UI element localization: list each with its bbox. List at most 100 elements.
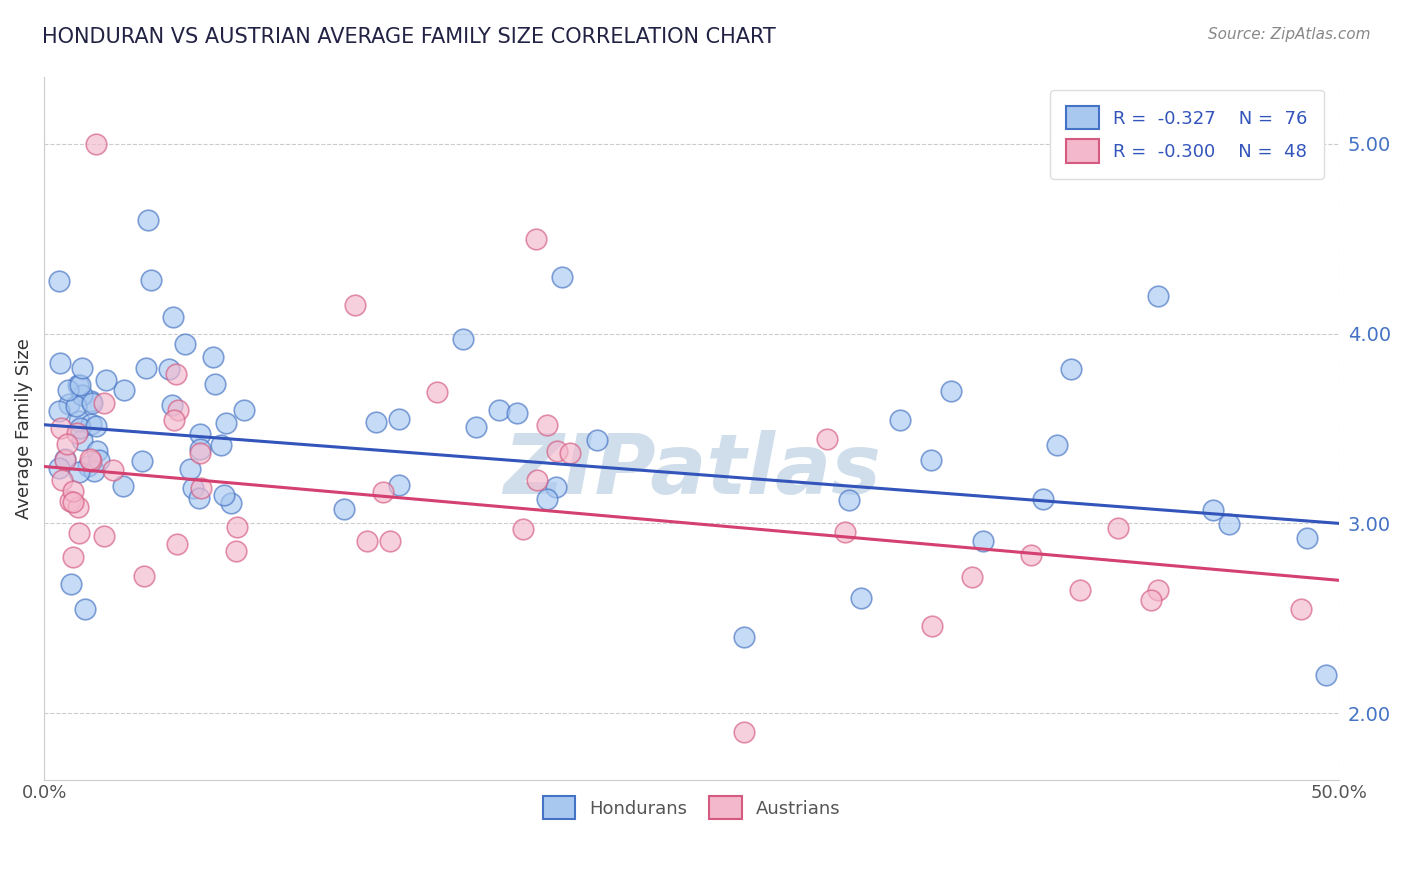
Point — [162, 310, 184, 325]
Point — [48, 274, 70, 288]
Point — [1202, 502, 1225, 516]
Point — [87, 453, 110, 467]
Point — [190, 481, 212, 495]
Point — [524, 232, 547, 246]
Text: HONDURAN VS AUSTRIAN AVERAGE FAMILY SIZE CORRELATION CHART: HONDURAN VS AUSTRIAN AVERAGE FAMILY SIZE… — [42, 27, 776, 46]
Point — [70, 433, 93, 447]
Point — [536, 418, 558, 433]
Point — [69, 420, 91, 434]
Point — [373, 485, 395, 500]
Point — [1315, 668, 1337, 682]
Point — [112, 479, 135, 493]
Point — [1218, 517, 1240, 532]
Point — [135, 361, 157, 376]
Text: ZIPatlas: ZIPatlas — [503, 430, 880, 511]
Point — [66, 377, 89, 392]
Point — [536, 491, 558, 506]
Point — [179, 461, 201, 475]
Point — [190, 442, 212, 456]
Point — [815, 432, 838, 446]
Point — [1032, 492, 1054, 507]
Point — [80, 454, 103, 468]
Point — [1060, 361, 1083, 376]
Point — [364, 415, 387, 429]
Point — [204, 377, 226, 392]
Point — [84, 419, 107, 434]
Point — [139, 273, 162, 287]
Point — [332, 502, 354, 516]
Point — [188, 446, 211, 460]
Point — [586, 433, 609, 447]
Point — [388, 412, 411, 426]
Point — [1140, 593, 1163, 607]
Point — [166, 536, 188, 550]
Point — [165, 368, 187, 382]
Point — [80, 396, 103, 410]
Point — [215, 417, 238, 431]
Point — [160, 398, 183, 412]
Point — [464, 419, 486, 434]
Point — [112, 383, 135, 397]
Point — [849, 591, 872, 606]
Point — [83, 464, 105, 478]
Point — [157, 361, 180, 376]
Point — [551, 269, 574, 284]
Point — [59, 494, 82, 508]
Point — [209, 437, 232, 451]
Point — [51, 473, 73, 487]
Point — [181, 481, 204, 495]
Point — [93, 396, 115, 410]
Point — [59, 577, 82, 591]
Point — [546, 480, 568, 494]
Point — [67, 526, 90, 541]
Point — [72, 388, 94, 402]
Point — [65, 399, 87, 413]
Point — [1069, 582, 1091, 597]
Point — [188, 491, 211, 506]
Point — [48, 404, 70, 418]
Point — [72, 360, 94, 375]
Point — [67, 414, 90, 428]
Point — [93, 529, 115, 543]
Point — [451, 332, 474, 346]
Point — [79, 451, 101, 466]
Point — [1107, 521, 1129, 535]
Point — [733, 630, 755, 644]
Text: Source: ZipAtlas.com: Source: ZipAtlas.com — [1208, 27, 1371, 42]
Point — [219, 496, 242, 510]
Point — [838, 492, 860, 507]
Point — [163, 412, 186, 426]
Point — [214, 488, 236, 502]
Point — [79, 393, 101, 408]
Point — [53, 452, 76, 467]
Point — [62, 550, 84, 565]
Point — [380, 533, 402, 548]
Point — [84, 136, 107, 151]
Point — [488, 402, 510, 417]
Point — [972, 533, 994, 548]
Point — [512, 522, 534, 536]
Point — [76, 458, 98, 473]
Point — [426, 384, 449, 399]
Point — [166, 402, 188, 417]
Point — [103, 463, 125, 477]
Point — [1147, 582, 1170, 597]
Point — [939, 384, 962, 398]
Point — [62, 483, 84, 498]
Point — [343, 298, 366, 312]
Point — [48, 460, 70, 475]
Point — [526, 473, 548, 487]
Point — [202, 350, 225, 364]
Point — [67, 465, 90, 479]
Point — [69, 377, 91, 392]
Point — [1019, 548, 1042, 562]
Point — [1295, 531, 1317, 545]
Point — [134, 569, 156, 583]
Point — [62, 495, 84, 509]
Point — [174, 337, 197, 351]
Point — [388, 477, 411, 491]
Point — [51, 421, 73, 435]
Point — [962, 570, 984, 584]
Point — [73, 601, 96, 615]
Point — [131, 454, 153, 468]
